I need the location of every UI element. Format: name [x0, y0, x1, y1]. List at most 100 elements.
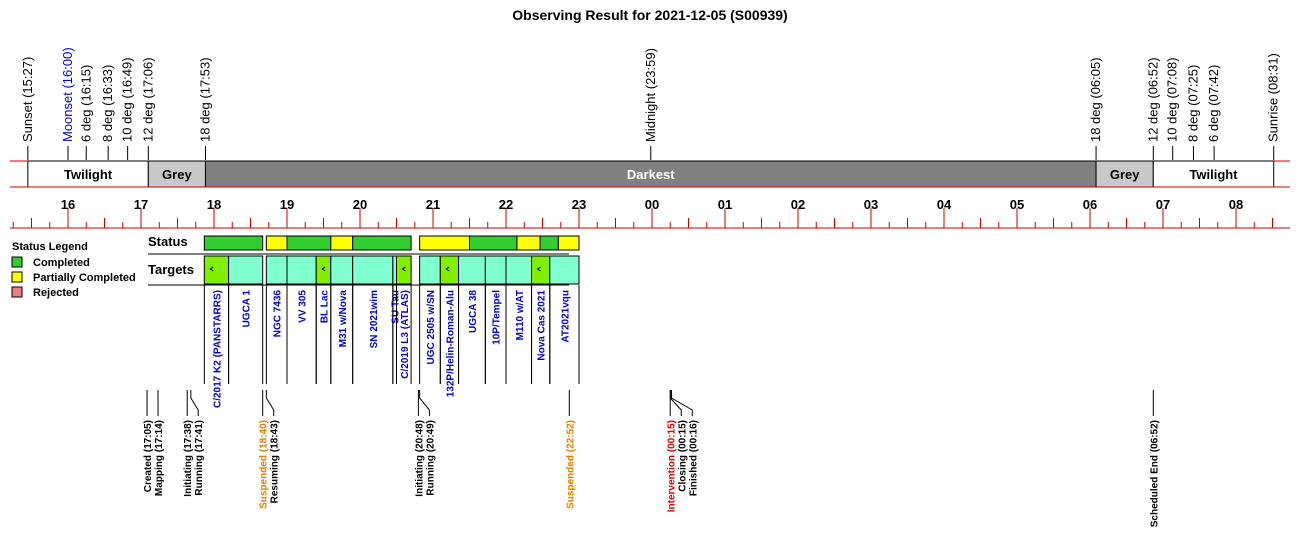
- status-row-layer: Status: [148, 234, 580, 255]
- event-label: Running (17:41): [194, 420, 205, 496]
- sun-event-label: Sunrise (08:31): [1266, 53, 1281, 142]
- twilight-band: [1095, 160, 1154, 188]
- target-block: [439, 255, 460, 285]
- legend-item-label: Completed: [33, 257, 90, 269]
- legend-swatch: [11, 256, 23, 268]
- target-marker-icon: [209, 266, 214, 272]
- legend-item-label: Partially Completed: [33, 272, 136, 284]
- status-segment: [516, 235, 541, 251]
- twilight-band-label: Grey: [162, 167, 192, 182]
- target-block: [505, 255, 533, 285]
- target-block: [458, 255, 486, 285]
- event-label: Finished (00:16): [688, 420, 699, 496]
- event-label: Scheduled End (06:52): [1149, 420, 1160, 527]
- target-name-label: BL Lac: [320, 290, 331, 324]
- event-label: Resuming (18:43): [270, 420, 281, 503]
- status-segment: [469, 235, 518, 251]
- sun-event-label: 8 deg (16:33): [100, 65, 115, 142]
- hour-tick-label: 22: [499, 197, 513, 212]
- event-leader-line: [670, 390, 693, 416]
- legend-swatch: [11, 286, 23, 298]
- legend-title: Status Legend: [12, 241, 88, 253]
- status-segment: [352, 235, 412, 251]
- events-layer: Created (17:05) Mapping (17:14) Initiating…: [143, 390, 1160, 527]
- legend-swatch: [11, 271, 23, 283]
- status-legend: Status Legend Completed Partially Complete…: [11, 241, 136, 299]
- target-block: [286, 255, 317, 285]
- status-row-label: Status: [148, 234, 188, 249]
- event-label: Running (20:49): [425, 420, 436, 496]
- hour-tick-label: 00: [645, 197, 659, 212]
- hour-tick-label: 05: [1010, 197, 1024, 212]
- hour-tick-label: 08: [1229, 197, 1243, 212]
- target-name-label: SN 2021wim: [369, 290, 380, 348]
- sun-event-label: 18 deg (06:05): [1088, 57, 1103, 142]
- event-leader-line: [265, 390, 275, 416]
- target-block: [531, 255, 551, 285]
- target-block: [419, 255, 441, 285]
- sun-event-label: Moonset (16:00): [60, 47, 75, 142]
- twilight-band-label: Twilight: [64, 167, 113, 182]
- hour-tick-label: 20: [353, 197, 367, 212]
- target-name-label: UGC 2505 w/SN: [426, 290, 437, 364]
- hour-tick-label: 21: [426, 197, 440, 212]
- status-segment: [419, 235, 470, 251]
- hour-tick-label: 16: [61, 197, 75, 212]
- target-marker-icon: [401, 266, 406, 272]
- target-block: [330, 255, 354, 285]
- status-segment: [286, 235, 332, 251]
- target-name-label: UGCA 38: [468, 290, 479, 333]
- hour-tick-label: 04: [937, 197, 952, 212]
- sun-event-label: 18 deg (17:53): [197, 57, 212, 142]
- event-label: Suspended (18:40): [259, 420, 270, 509]
- target-block: [392, 255, 398, 285]
- targets-row-layer: Targets C/2017 K2 (PANSTARRS) UGCA 1 NGC 74…: [148, 255, 580, 408]
- twilight-bands-layer: Twilight Grey Darkest Grey Twilight: [10, 160, 1290, 188]
- target-block: [484, 255, 507, 285]
- hour-tick-label: 07: [1156, 197, 1170, 212]
- time-axis-layer: 16 17 18 19 20 21 22 23 00 01 02 03 04 05 06 07 08: [10, 197, 1290, 229]
- target-name-label: C/2019 L3 (ATLAS): [400, 290, 411, 379]
- target-name-label: C/2017 K2 (PANSTARRS): [212, 290, 223, 408]
- target-name-label: 132P/Helin-Roman-Alu: [445, 290, 456, 397]
- target-block: [203, 255, 230, 285]
- hour-tick-label: 02: [791, 197, 805, 212]
- hour-tick-label: 18: [207, 197, 221, 212]
- event-label: Mapping (17:14): [154, 420, 165, 496]
- target-name-label: Nova Cas 2021: [537, 290, 548, 361]
- sun-events-layer: Sunset (15:27) Moonset (16:00) 6 deg (16:1…: [20, 47, 1281, 160]
- target-name-label: AT2021vqu: [560, 290, 571, 343]
- target-name-label: M110 w/AT: [515, 290, 526, 340]
- status-segment: [557, 235, 580, 251]
- hour-tick-label: 17: [134, 197, 148, 212]
- target-name-label: UGCA 1: [242, 290, 253, 328]
- target-name-label: VV 305: [298, 290, 309, 323]
- sun-event-label: Midnight (23:59): [643, 48, 658, 142]
- status-segment: [539, 235, 559, 251]
- status-segment: [330, 235, 354, 251]
- event-leader-line: [419, 390, 430, 416]
- status-segment: [265, 235, 288, 251]
- sun-event-label: 6 deg (07:42): [1206, 65, 1221, 142]
- sun-event-label: 10 deg (16:49): [120, 57, 135, 142]
- sun-event-label: 10 deg (07:08): [1165, 57, 1180, 142]
- event-leader-line: [669, 390, 682, 416]
- sun-event-label: 12 deg (17:06): [140, 57, 155, 142]
- event-leader-line: [190, 390, 199, 416]
- hour-tick-label: 01: [718, 197, 732, 212]
- sun-event-label: 6 deg (16:15): [78, 65, 93, 142]
- sun-event-label: 12 deg (06:52): [1145, 57, 1160, 142]
- event-label: Initiating (17:38): [183, 420, 194, 497]
- sun-event-label: 8 deg (07:25): [1185, 65, 1200, 142]
- target-marker-icon: [445, 266, 450, 272]
- event-label: Intervention (00:15): [666, 420, 677, 512]
- twilight-band: [27, 160, 149, 188]
- twilight-band-label: Grey: [1110, 167, 1140, 182]
- twilight-band-label: Twilight: [1189, 167, 1238, 182]
- target-name-label: M31 w/Nova: [338, 290, 349, 348]
- twilight-band-label: Darkest: [627, 167, 675, 182]
- chart-title: Observing Result for 2021-12-05 (S00939): [512, 7, 787, 23]
- event-label: Closing (00:15): [677, 420, 688, 492]
- target-name-label: NGC 7436: [273, 290, 284, 338]
